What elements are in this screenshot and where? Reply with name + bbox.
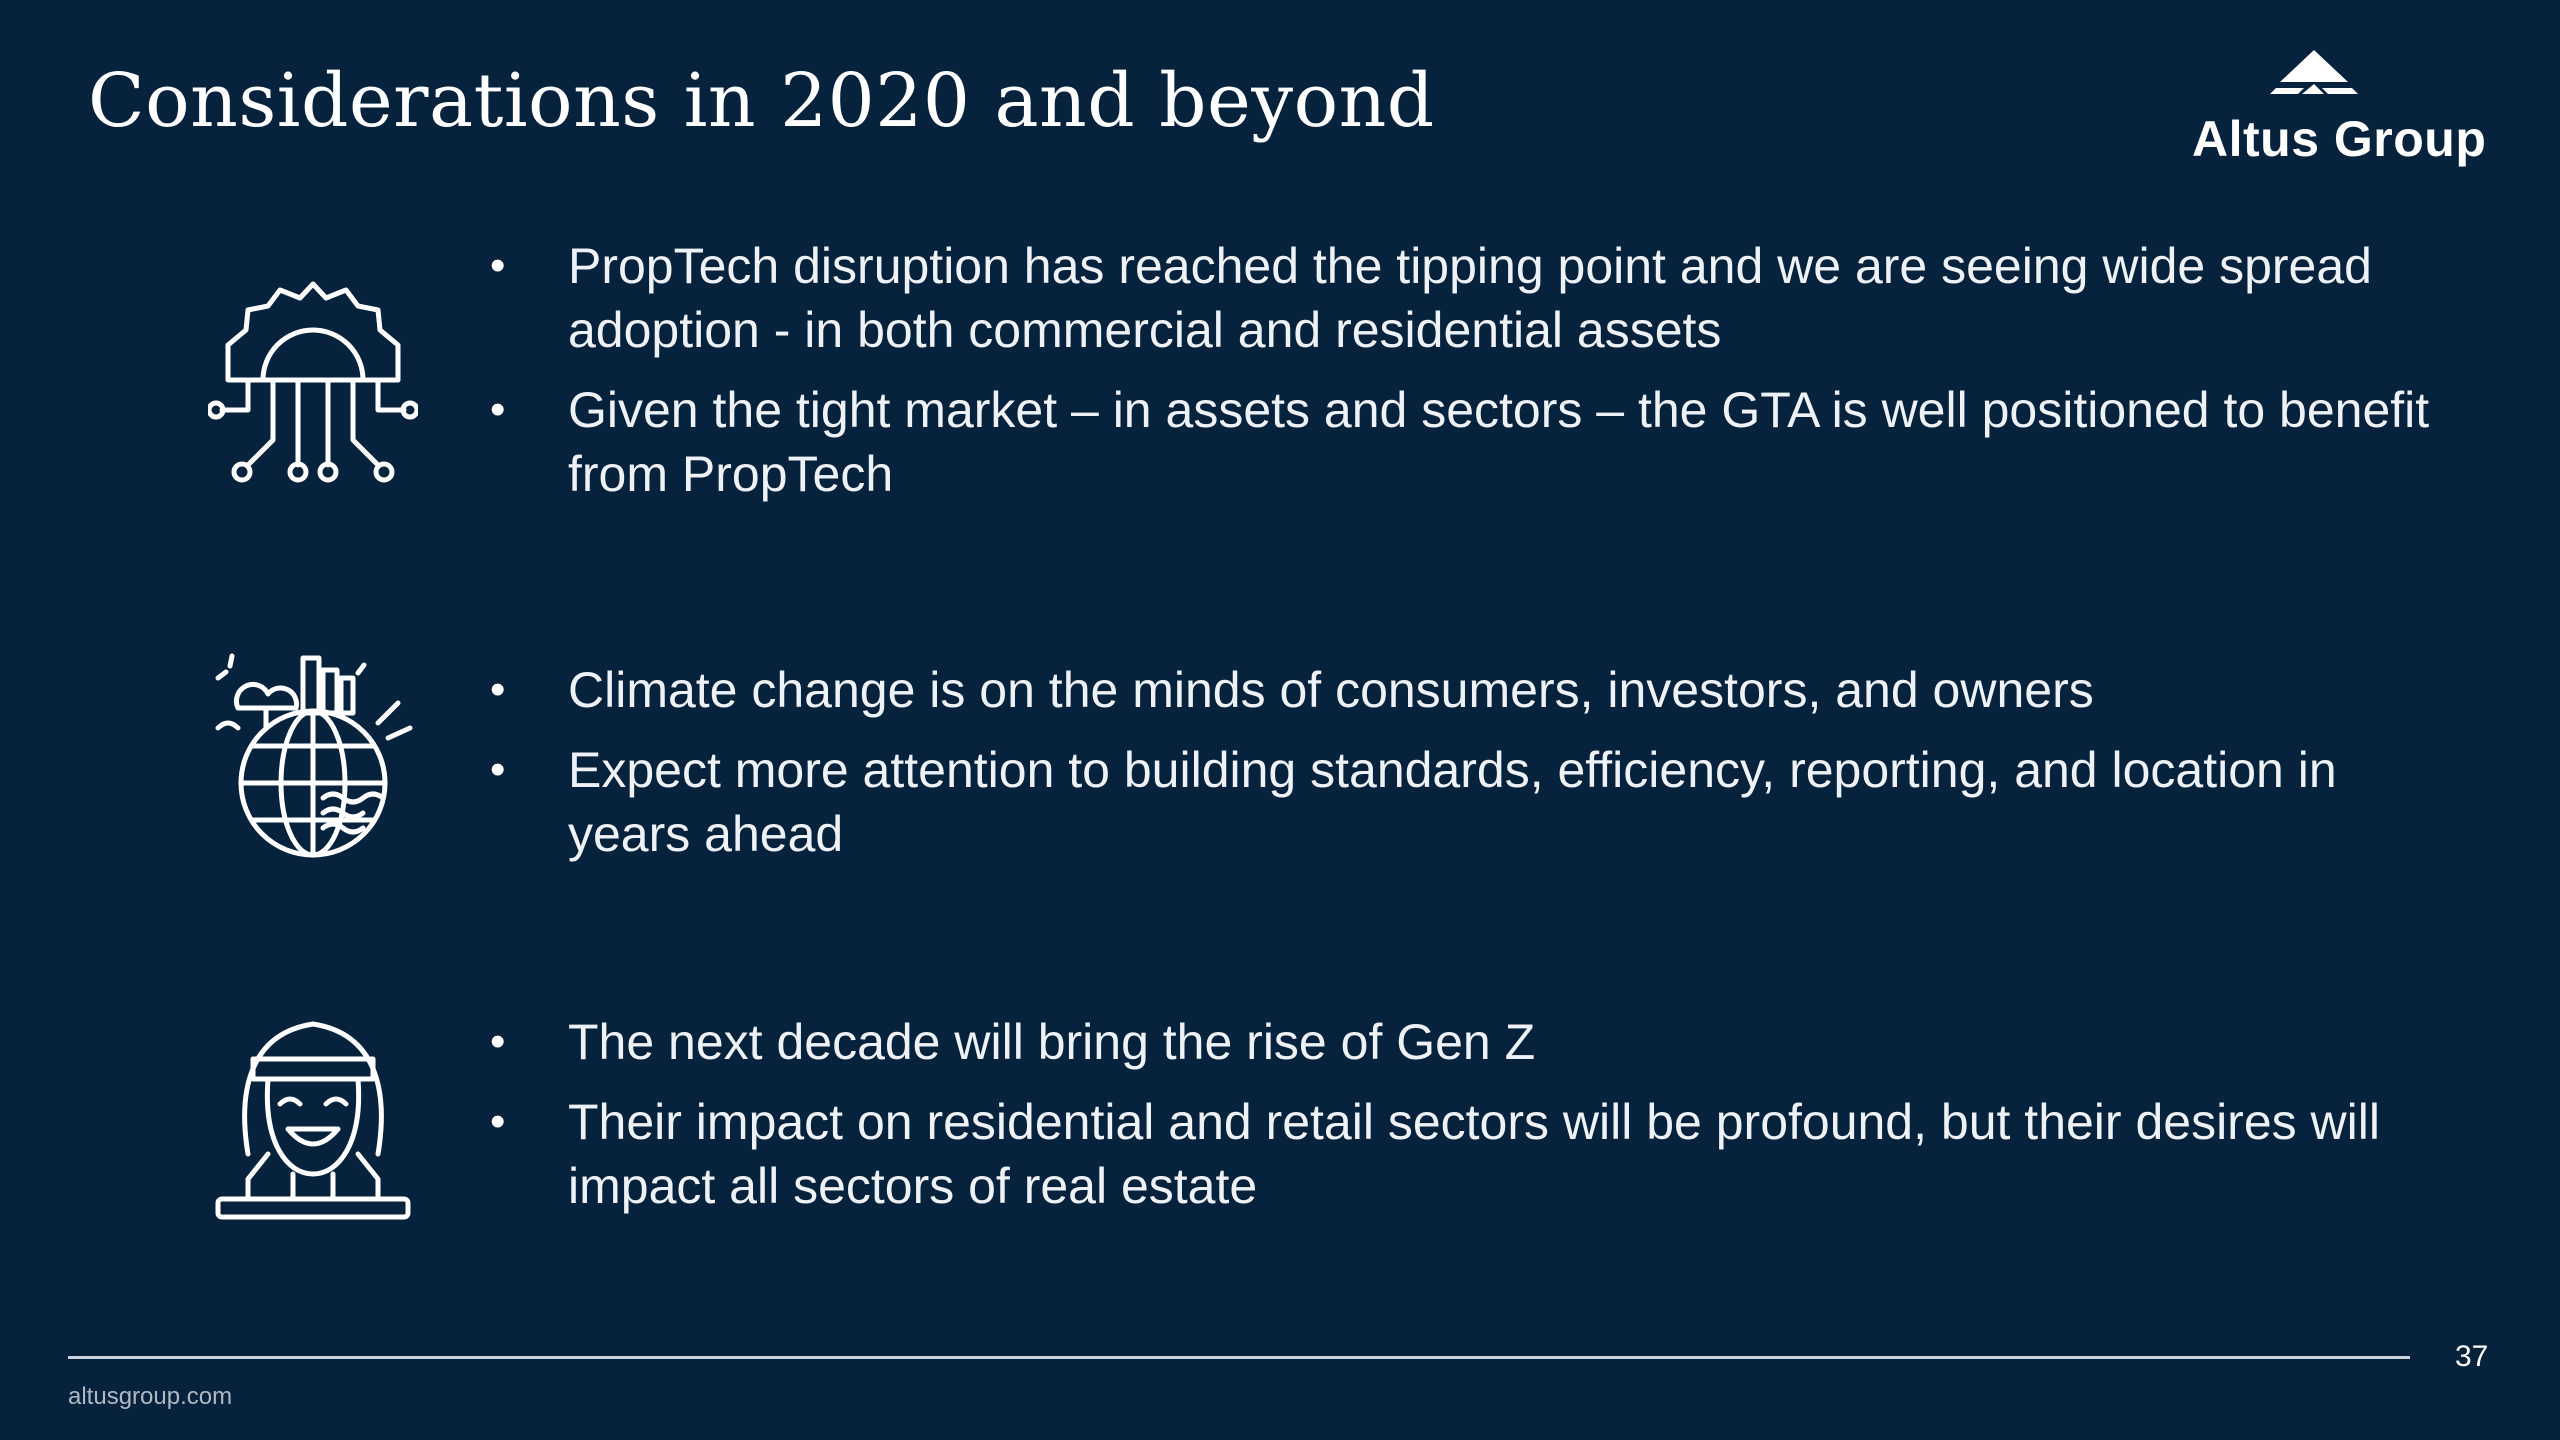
page-number: 37 [2455, 1340, 2489, 1373]
circuit-gear-icon [206, 270, 420, 490]
footer-divider [68, 1356, 2410, 1359]
person-headband-icon [208, 1004, 418, 1224]
globe-city-icon [208, 648, 418, 868]
logo-text: Altus Group [2192, 111, 2487, 167]
bullet-climate-2: Expect more attention to building standa… [490, 738, 2438, 866]
altus-logo-mark-icon [2270, 50, 2358, 94]
bullet-genz-2: Their impact on residential and retail s… [490, 1090, 2438, 1218]
slide-title: Considerations in 2020 and beyond [88, 58, 1435, 144]
bullet-climate-1: Climate change is on the minds of consum… [490, 658, 2438, 722]
website-link[interactable]: altusgroup.com [68, 1383, 233, 1410]
bullet-proptech-2: Given the tight market – in assets and s… [490, 378, 2438, 506]
bullet-genz-1: The next decade will bring the rise of G… [490, 1010, 2438, 1074]
altus-group-logo: Altus Group [2180, 48, 2486, 168]
bullet-proptech-1: PropTech disruption has reached the tipp… [490, 234, 2438, 362]
